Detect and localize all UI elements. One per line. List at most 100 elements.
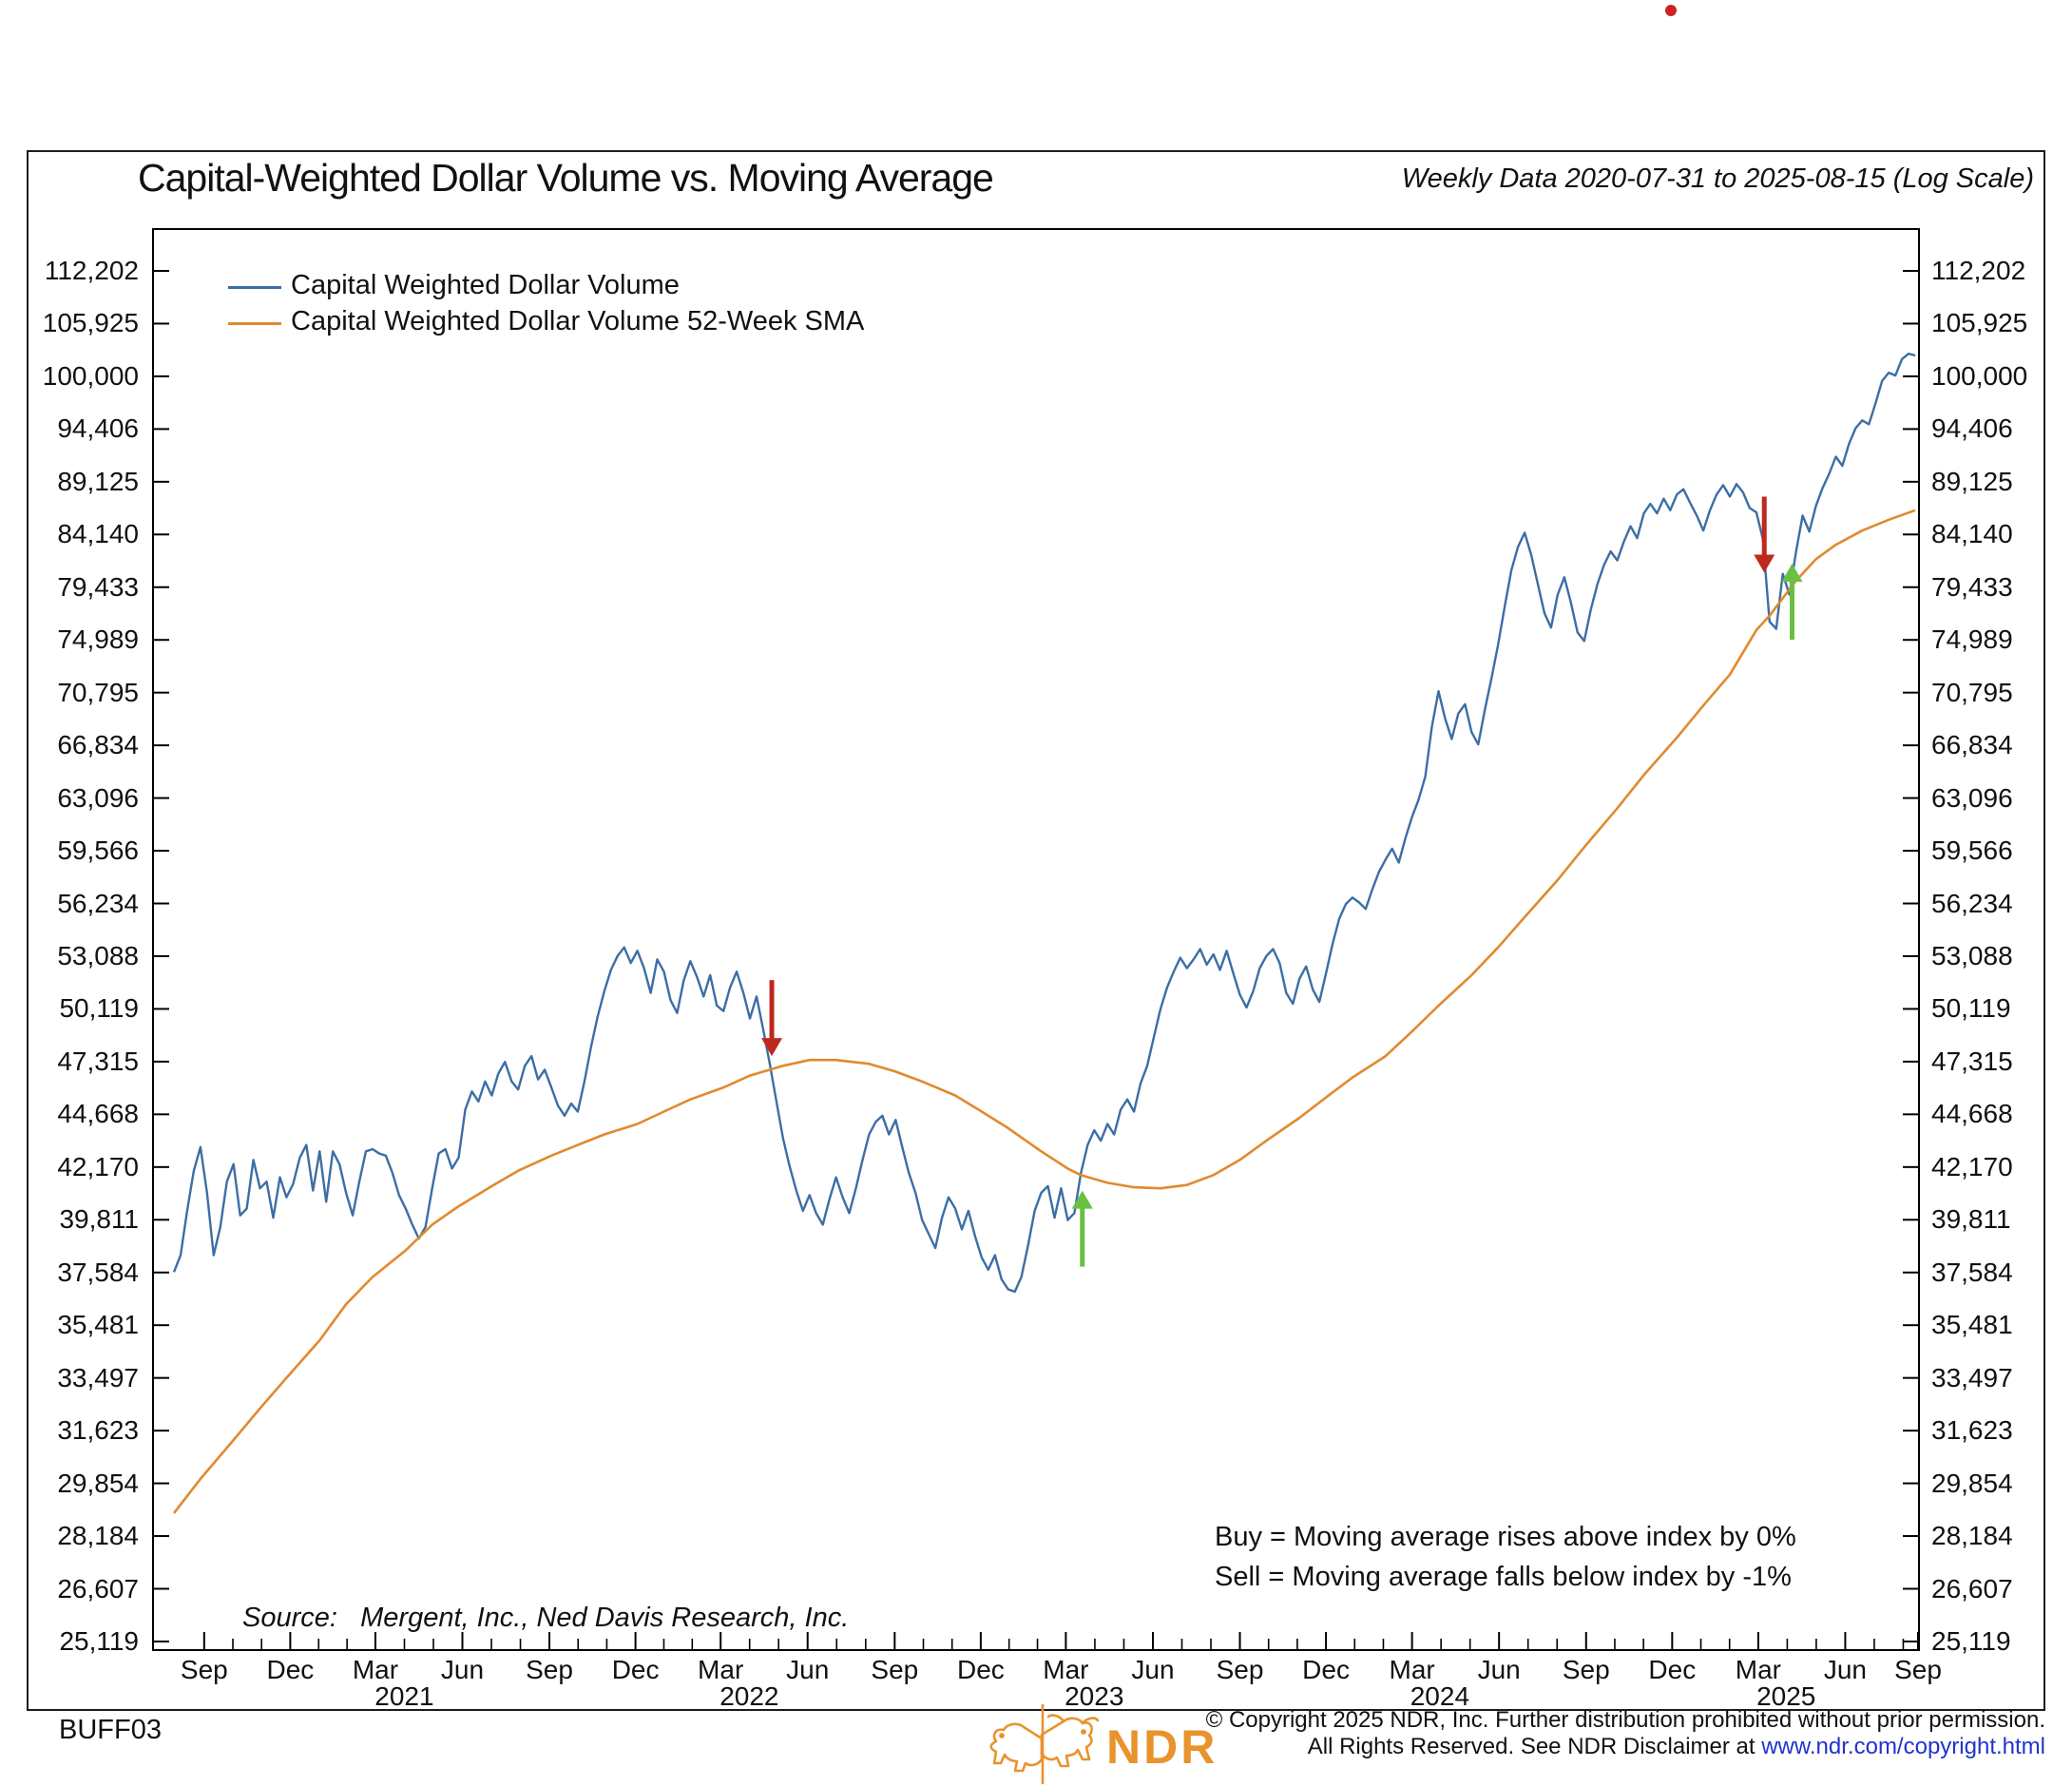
- x-axis-year-label: 2021: [374, 1681, 434, 1711]
- y-axis-label-right: 70,795: [1931, 677, 2013, 707]
- series-capital-weighted-dollar-volume-line: [172, 352, 1916, 1294]
- y-axis-label-right: 112,202: [1931, 256, 2026, 285]
- y-axis-label-right: 84,140: [1931, 519, 2013, 549]
- signal-rules: Buy = Moving average rises above index b…: [1215, 1517, 1796, 1597]
- y-axis-label-left: 26,607: [57, 1573, 139, 1604]
- y-axis-label-left: 39,811: [59, 1204, 139, 1235]
- y-axis-label-left: 105,925: [42, 308, 139, 338]
- y-axis-label-left: 47,315: [57, 1046, 139, 1076]
- y-axis-label-left: 112,202: [44, 256, 139, 285]
- y-axis-label-left: 37,584: [57, 1257, 139, 1287]
- y-axis-label-right: 44,668: [1931, 1099, 2013, 1129]
- x-axis-month-label: Dec: [266, 1655, 315, 1684]
- y-axis-label-left: 84,140: [57, 519, 139, 549]
- y-axis-label-right: 94,406: [1931, 413, 2013, 444]
- y-axis-label-right: 105,925: [1931, 308, 2028, 338]
- chart-canvas: [152, 228, 1920, 1651]
- y-axis-label-left: 74,989: [57, 624, 139, 655]
- chart-code-label: BUFF03: [59, 1715, 162, 1745]
- chart-title: Capital-Weighted Dollar Volume vs. Movin…: [138, 156, 994, 200]
- y-axis-label-right: 53,088: [1931, 940, 2013, 970]
- x-axis-year-label: 2023: [1065, 1681, 1124, 1711]
- x-axis-month-label: Jun: [1131, 1655, 1175, 1684]
- buy-signal-arrow-head: [1781, 564, 1803, 583]
- y-axis-label-right: 37,584: [1931, 1257, 2013, 1287]
- disclaimer-link[interactable]: www.ndr.com/copyright.html: [1761, 1734, 2045, 1759]
- y-axis-label-left: 59,566: [57, 835, 139, 866]
- y-axis-label-right: 28,184: [1931, 1521, 2013, 1551]
- y-axis-label-left: 25,119: [59, 1625, 139, 1656]
- y-axis-label-right: 25,119: [1931, 1625, 2011, 1656]
- buy-signal-arrow-head: [1071, 1190, 1093, 1209]
- ndr-logo-text: NDR: [1106, 1720, 1218, 1774]
- copyright-line2-prefix: All Rights Reserved. See NDR Disclaimer …: [1307, 1734, 1762, 1759]
- x-axis-month-label: Sep: [871, 1655, 919, 1684]
- y-axis-label-right: 26,607: [1931, 1573, 2013, 1604]
- x-axis-month-label: Jun: [1477, 1655, 1521, 1684]
- x-axis-month-label: Mar: [1043, 1655, 1089, 1684]
- y-axis-label-left: 63,096: [57, 782, 139, 813]
- source-note: Source: Mergent, Inc., Ned Davis Researc…: [242, 1603, 849, 1634]
- y-axis-label-left: 33,497: [57, 1362, 139, 1392]
- y-axis-label-left: 66,834: [57, 730, 139, 760]
- y-axis-label-left: 44,668: [57, 1099, 139, 1129]
- y-axis-label-left: 89,125: [57, 466, 139, 496]
- source-prefix: Source:: [242, 1603, 337, 1633]
- y-axis-label-left: 100,000: [42, 360, 139, 391]
- sell-signal-arrow-head: [761, 1038, 783, 1057]
- y-axis-label-right: 50,119: [1931, 993, 2011, 1024]
- y-axis-label-right: 42,170: [1931, 1151, 2013, 1181]
- plot-area: [152, 228, 1920, 1651]
- y-axis-label-right: 79,433: [1931, 571, 2013, 602]
- y-axis-label-left: 79,433: [57, 571, 139, 602]
- x-axis-month-label: Mar: [698, 1655, 744, 1684]
- series-52-week-sma-line: [172, 509, 1916, 1514]
- x-axis-year-label: 2024: [1410, 1681, 1470, 1711]
- x-axis-month-label: Jun: [1823, 1655, 1867, 1684]
- x-axis-month-label: Mar: [1389, 1655, 1435, 1684]
- plot-border: [152, 228, 1920, 1651]
- x-axis-month-label: Jun: [786, 1655, 830, 1684]
- x-axis-month-label: Sep: [1562, 1655, 1610, 1684]
- ndr-logo: NDR: [987, 1703, 1218, 1785]
- chart-subtitle: Weekly Data 2020-07-31 to 2025-08-15 (Lo…: [1401, 163, 2034, 194]
- y-axis-label-right: 63,096: [1931, 782, 2013, 813]
- y-axis-label-right: 74,989: [1931, 624, 2013, 655]
- legend-swatch-1: [228, 322, 281, 325]
- y-axis-label-right: 33,497: [1931, 1362, 2013, 1392]
- copyright-line2: All Rights Reserved. See NDR Disclaimer …: [1206, 1734, 2045, 1760]
- x-axis-month-label: Dec: [611, 1655, 660, 1684]
- x-axis-year-label: 2022: [719, 1681, 779, 1711]
- y-axis-label-right: 35,481: [1931, 1310, 2013, 1340]
- y-axis-label-left: 50,119: [59, 993, 139, 1024]
- x-axis-year-label: 2025: [1756, 1681, 1816, 1711]
- source-text: Mergent, Inc., Ned Davis Research, Inc.: [360, 1603, 850, 1633]
- y-axis-label-right: 29,854: [1931, 1468, 2013, 1498]
- x-axis-month-label: Mar: [1735, 1655, 1781, 1684]
- copyright-line1: © Copyright 2025 NDR, Inc. Further distr…: [1205, 1707, 2045, 1733]
- y-axis-label-right: 59,566: [1931, 835, 2013, 866]
- x-axis-month-label: Sep: [180, 1655, 228, 1684]
- y-axis-label-right: 56,234: [1931, 888, 2013, 918]
- red-dot-marker: [1665, 5, 1677, 16]
- ndr-bear-bull-icon: [989, 1703, 1099, 1785]
- buy-rule-text: Buy = Moving average rises above index b…: [1215, 1522, 1796, 1552]
- copyright-block: © Copyright 2025 NDR, Inc. Further distr…: [1206, 1707, 2045, 1760]
- sell-signal-arrow-head: [1754, 554, 1775, 573]
- y-axis-label-right: 66,834: [1931, 730, 2013, 760]
- y-axis-label-right: 47,315: [1931, 1046, 2013, 1076]
- legend-swatch-0: [228, 286, 281, 289]
- x-axis-month-label: Sep: [526, 1655, 573, 1684]
- x-axis-month-label: Mar: [352, 1655, 399, 1684]
- y-axis-label-left: 70,795: [57, 677, 139, 707]
- x-axis-month-label: Dec: [1302, 1655, 1350, 1684]
- x-axis-month-label: Dec: [956, 1655, 1005, 1684]
- y-axis-label-left: 31,623: [57, 1415, 139, 1446]
- y-axis-label-left: 35,481: [57, 1310, 139, 1340]
- x-axis-month-label: Dec: [1648, 1655, 1697, 1684]
- y-axis-label-right: 89,125: [1931, 466, 2013, 496]
- x-axis-month-label: Sep: [1894, 1655, 1942, 1684]
- legend-label-0: Capital Weighted Dollar Volume: [291, 270, 680, 300]
- x-axis-month-label: Sep: [1216, 1655, 1264, 1684]
